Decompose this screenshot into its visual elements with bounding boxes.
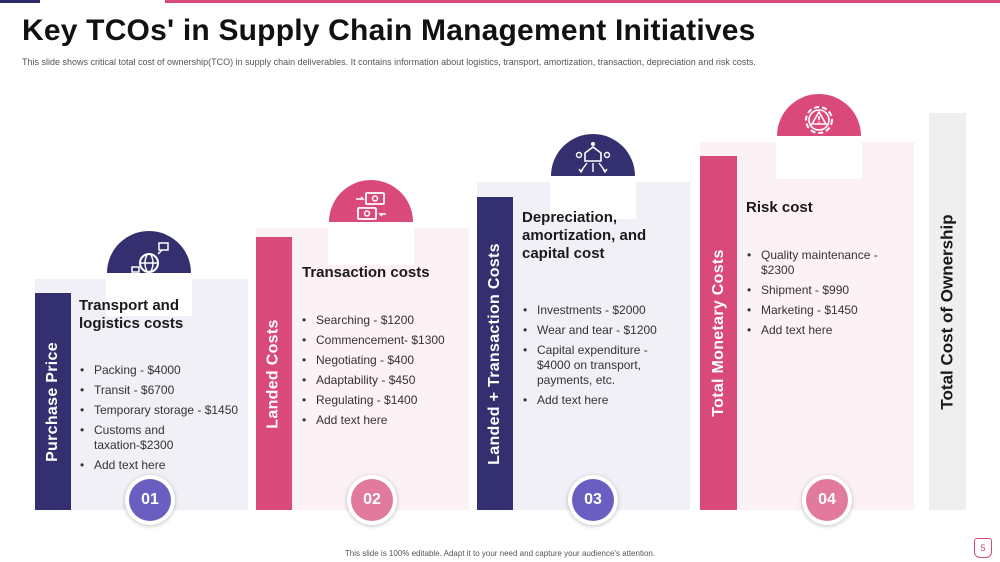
total-cost-of-ownership-panel: Total Cost of Ownership (929, 113, 966, 510)
card-heading: Transport and logistics costs (79, 297, 184, 332)
list-item: Marketing - $1450 (747, 303, 912, 318)
decentralized-network-icon (550, 134, 636, 219)
step-number-badge: 02 (347, 475, 397, 525)
top-accent-bar-pink (165, 0, 1000, 3)
step-number-badge: 01 (125, 475, 175, 525)
icon-container (550, 133, 636, 219)
card-side-bar: Landed Costs (256, 237, 292, 510)
bar-label-landed-transaction-costs: Landed + Transaction Costs (486, 242, 504, 465)
list-item: Packing - $4000 (80, 363, 240, 378)
slide-subtitle: This slide shows critical total cost of … (22, 57, 756, 67)
list-item: Shipment - $990 (747, 283, 912, 298)
list-item: Adaptability - $450 (302, 373, 462, 388)
list-item: Searching - $1200 (302, 313, 462, 328)
bar-label-total-monetary-costs: Total Monetary Costs (709, 249, 727, 417)
card-side-bar: Total Monetary Costs (700, 156, 737, 510)
list-item: Temporary storage - $1450 (80, 403, 240, 418)
list-item: Commencement- $1300 (302, 333, 462, 348)
money-transfer-icon (328, 180, 414, 265)
card-item-list: Packing - $4000 Transit - $6700 Temporar… (80, 363, 240, 478)
step-number: 01 (129, 479, 171, 521)
bar-label-purchase-price: Purchase Price (44, 341, 62, 462)
card-heading: Depreciation, amortization, and capital … (522, 209, 647, 262)
top-accent-bar-navy (0, 0, 40, 3)
slide-footer: This slide is 100% editable. Adapt it to… (344, 549, 656, 558)
globe-network-icon (106, 231, 192, 316)
list-item: Investments - $2000 (523, 303, 683, 318)
tco-label: Total Cost of Ownership (937, 213, 957, 410)
card-item-list: Searching - $1200 Commencement- $1300 Ne… (302, 313, 462, 433)
step-number: 02 (351, 479, 393, 521)
list-item: Add text here (80, 458, 240, 473)
step-number-badge: 03 (568, 475, 618, 525)
list-item: Customs and taxation-$2300 (80, 423, 240, 453)
card-item-list: Investments - $2000 Wear and tear - $120… (523, 303, 683, 413)
list-item: Add text here (302, 413, 462, 428)
risk-warning-gear-icon (776, 94, 862, 179)
list-item: Quality maintenance - $2300 (747, 248, 912, 278)
step-number-badge: 04 (802, 475, 852, 525)
card-heading: Transaction costs (302, 264, 430, 281)
page-number: 5 (980, 543, 986, 553)
card-item-list: Quality maintenance - $2300 Shipment - $… (747, 248, 912, 343)
card-heading: Risk cost (746, 199, 813, 216)
bar-label-landed-costs: Landed Costs (265, 318, 283, 429)
slide-title: Key TCOs' in Supply Chain Management Ini… (22, 14, 756, 47)
icon-container (106, 230, 192, 316)
icon-container (776, 93, 862, 179)
list-item: Negotiating - $400 (302, 353, 462, 368)
list-item: Wear and tear - $1200 (523, 323, 683, 338)
step-number: 03 (572, 479, 614, 521)
page-number-badge: 5 (974, 538, 992, 558)
list-item: Transit - $6700 (80, 383, 240, 398)
icon-container (328, 179, 414, 265)
list-item: Regulating - $1400 (302, 393, 462, 408)
step-number: 04 (806, 479, 848, 521)
card-side-bar: Purchase Price (35, 293, 71, 510)
list-item: Add text here (747, 323, 912, 338)
list-item: Add text here (523, 393, 683, 408)
list-item: Capital expenditure - $4000 on transport… (523, 343, 683, 388)
card-side-bar: Landed + Transaction Costs (477, 197, 513, 510)
